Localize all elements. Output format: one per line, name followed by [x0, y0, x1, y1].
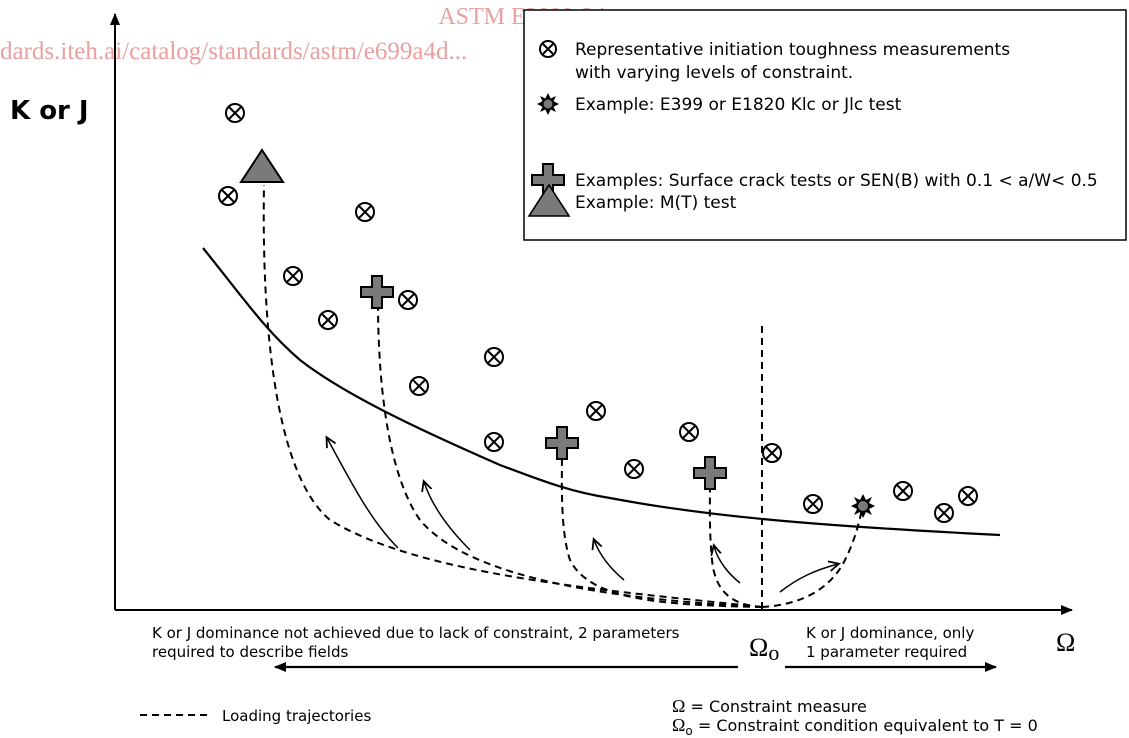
trajectory-mt — [262, 184, 763, 608]
left-region-line2: required to describe fields — [152, 643, 348, 661]
measurement-marker — [958, 486, 978, 506]
legend-triangle-icon — [527, 183, 571, 217]
trajectory-plus-1 — [377, 301, 763, 608]
direction-arrow-2 — [424, 482, 471, 551]
trajectory-star — [761, 507, 863, 608]
trajectory-plus-2 — [560, 451, 763, 608]
measurement-marker — [355, 202, 375, 222]
measurement-marker — [398, 290, 418, 310]
omega0-label: Ωo — [749, 633, 779, 665]
legend-item-1-line2: with varying levels of constraint. — [575, 63, 853, 83]
star-marker — [851, 494, 875, 518]
measurement-marker — [934, 503, 954, 523]
measurement-marker — [218, 186, 238, 206]
right-region-line1: K or J dominance, only — [806, 624, 974, 642]
measurement-marker — [762, 443, 782, 463]
measurement-marker — [679, 422, 699, 442]
left-region-line1: K or J dominance not achieved due to lac… — [152, 624, 680, 642]
measurement-marker — [586, 401, 606, 421]
watermark-url: dards.iteh.ai/catalog/standards/astm/e69… — [0, 38, 467, 65]
x-axis-label: Ω — [1056, 628, 1075, 657]
toughness-curve — [202, 247, 1001, 537]
omega-definition: Ω = Constraint measure — [672, 696, 867, 716]
direction-arrow-1 — [327, 438, 399, 549]
measurement-marker — [484, 347, 504, 367]
measurement-marker — [803, 494, 823, 514]
measurement-marker — [893, 481, 913, 501]
measurement-marker — [225, 103, 245, 123]
legend-item-2: Example: E399 or E1820 Klc or Jlc test — [575, 95, 902, 115]
plus-marker — [545, 426, 579, 460]
legend-star-icon — [537, 93, 559, 115]
legend-box — [523, 9, 1127, 241]
legend-item-1-line1: Representative initiation toughness meas… — [575, 40, 1010, 60]
measurement-marker — [624, 459, 644, 479]
plus-marker — [360, 275, 394, 309]
legend-item-3: Examples: Surface crack tests or SEN(B) … — [575, 171, 1098, 191]
mt-triangle-marker — [239, 148, 285, 183]
y-axis-label: K or J — [10, 96, 89, 126]
loading-trajectories-label: Loading trajectories — [222, 707, 371, 725]
measurement-marker — [283, 266, 303, 286]
direction-arrow-3 — [594, 540, 625, 581]
omega0-definition: Ωo = Constraint condition equivalent to … — [672, 715, 1038, 738]
measurement-marker — [409, 376, 429, 396]
legend-circled-x-icon — [539, 40, 557, 58]
right-region-line2: 1 parameter required — [806, 643, 967, 661]
plus-marker — [693, 456, 727, 490]
measurement-markers — [218, 103, 978, 523]
measurement-marker — [484, 432, 504, 452]
direction-arrow-5 — [779, 564, 838, 593]
trajectory-plus-3 — [708, 485, 763, 608]
direction-arrow-4 — [714, 546, 741, 584]
measurement-marker — [318, 310, 338, 330]
legend-item-4: Example: M(T) test — [575, 193, 737, 213]
